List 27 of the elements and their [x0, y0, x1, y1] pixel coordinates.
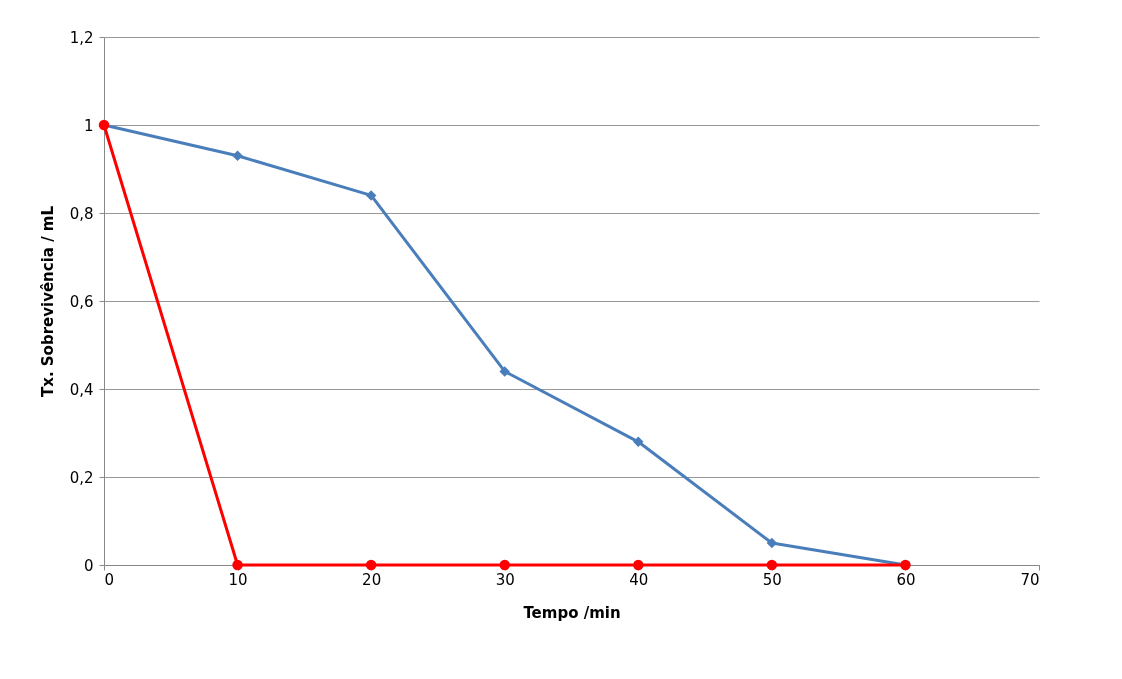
- point: [766, 559, 778, 571]
- x-tick-label: 0: [104, 570, 115, 589]
- point: [365, 559, 377, 571]
- y-tick-label: 1: [83, 116, 94, 135]
- point: [766, 537, 778, 549]
- y-tick-label: 0,2: [69, 468, 94, 487]
- point: [633, 436, 644, 448]
- x-tick-label: 50: [762, 570, 782, 589]
- x-tick-label: 30: [495, 570, 515, 589]
- y-tick-label: 1,2: [69, 28, 94, 47]
- x-tick-label: 10: [228, 570, 248, 589]
- y-tick-label: 0: [83, 556, 94, 575]
- y-tick-label: 0,8: [69, 204, 94, 223]
- y-tick-label: 0,4: [69, 380, 94, 399]
- y-axis-title: Tx. Sobrevivência / mL: [38, 205, 57, 398]
- point: [232, 150, 243, 162]
- x-tick-label: 20: [362, 570, 382, 589]
- x-tick-label: 70: [1020, 570, 1040, 589]
- point: [499, 366, 510, 377]
- point: [232, 559, 243, 571]
- x-tick-label: 60: [896, 570, 916, 589]
- y-tick-label: 0,6: [69, 292, 94, 311]
- point: [633, 559, 644, 571]
- x-axis-title: Tempo /min: [523, 603, 621, 622]
- x-tick-label: 40: [629, 570, 649, 589]
- point: [365, 190, 377, 201]
- point: [499, 559, 510, 571]
